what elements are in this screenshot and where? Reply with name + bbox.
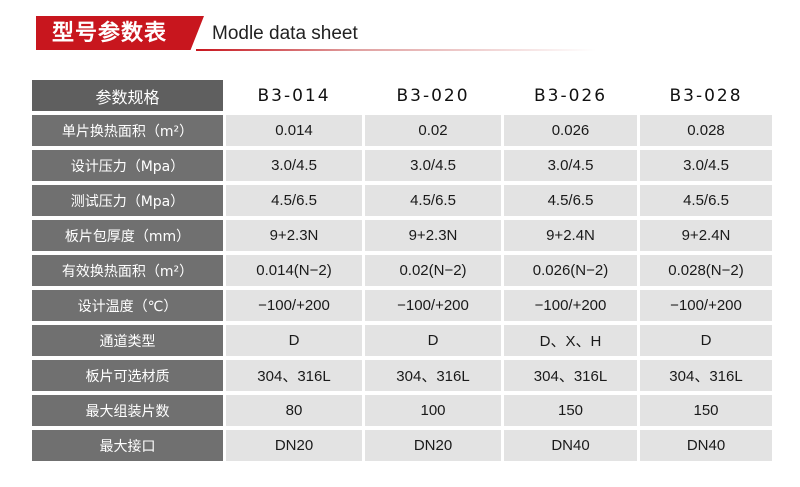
page-title-en: Modle data sheet xyxy=(212,23,358,44)
table-row: 板片可选材质 304、316L 304、316L 304、316L 304、31… xyxy=(32,360,772,391)
table-cell: −100/+200 xyxy=(365,290,501,321)
title-underline xyxy=(196,49,596,51)
table-cell: DN20 xyxy=(365,430,501,461)
table-cell: 0.014 xyxy=(226,115,362,146)
table-cell: 150 xyxy=(640,395,772,426)
table-row: 最大组装片数 80 100 150 150 xyxy=(32,395,772,426)
model-header-b3-020: B3-020 xyxy=(365,80,501,111)
table-cell: 4.5/6.5 xyxy=(640,185,772,216)
page-header: 型号参数表 Modle data sheet xyxy=(0,0,800,60)
table-cell: 3.0/4.5 xyxy=(640,150,772,181)
table-cell: −100/+200 xyxy=(226,290,362,321)
table-cell: 0.02(N−2) xyxy=(365,255,501,286)
table-cell: DN20 xyxy=(226,430,362,461)
row-label: 单片换热面积（m²） xyxy=(32,115,223,146)
table-cell: 3.0/4.5 xyxy=(504,150,637,181)
table-cell: DN40 xyxy=(504,430,637,461)
row-label: 设计压力（Mpa） xyxy=(32,150,223,181)
table-cell: 9+2.3N xyxy=(226,220,362,251)
table-cell: D、X、H xyxy=(504,325,637,356)
table-cell: 0.026(N−2) xyxy=(504,255,637,286)
table-row: 设计压力（Mpa） 3.0/4.5 3.0/4.5 3.0/4.5 3.0/4.… xyxy=(32,150,772,181)
table-cell: 0.02 xyxy=(365,115,501,146)
table-row: 通道类型 D D D、X、H D xyxy=(32,325,772,356)
table-cell: D xyxy=(640,325,772,356)
row-label: 设计温度（℃） xyxy=(32,290,223,321)
table-cell: 0.014(N−2) xyxy=(226,255,362,286)
table-cell: 304、316L xyxy=(504,360,637,391)
table-row: 有效换热面积（m²） 0.014(N−2) 0.02(N−2) 0.026(N−… xyxy=(32,255,772,286)
table-cell: 100 xyxy=(365,395,501,426)
table-cell: D xyxy=(365,325,501,356)
table-cell: 80 xyxy=(226,395,362,426)
spec-table: 参数规格 B3-014 B3-020 B3-026 B3-028 单片换热面积（… xyxy=(29,76,775,465)
table-cell: 304、316L xyxy=(640,360,772,391)
table-cell: 0.028(N−2) xyxy=(640,255,772,286)
row-label: 板片包厚度（mm） xyxy=(32,220,223,251)
row-label: 板片可选材质 xyxy=(32,360,223,391)
row-label: 测试压力（Mpa） xyxy=(32,185,223,216)
table-row: 单片换热面积（m²） 0.014 0.02 0.026 0.028 xyxy=(32,115,772,146)
table-cell: 304、316L xyxy=(365,360,501,391)
table-row: 设计温度（℃） −100/+200 −100/+200 −100/+200 −1… xyxy=(32,290,772,321)
table-cell: −100/+200 xyxy=(640,290,772,321)
table-cell: 9+2.3N xyxy=(365,220,501,251)
table-cell: 150 xyxy=(504,395,637,426)
title-badge xyxy=(36,16,204,50)
table-cell: DN40 xyxy=(640,430,772,461)
table-cell: 4.5/6.5 xyxy=(226,185,362,216)
row-label: 最大接口 xyxy=(32,430,223,461)
header-label-cell: 参数规格 xyxy=(32,80,223,111)
table-row: 测试压力（Mpa） 4.5/6.5 4.5/6.5 4.5/6.5 4.5/6.… xyxy=(32,185,772,216)
table-header-row: 参数规格 B3-014 B3-020 B3-026 B3-028 xyxy=(32,80,772,111)
table-cell: 4.5/6.5 xyxy=(504,185,637,216)
row-label: 通道类型 xyxy=(32,325,223,356)
table-cell: 0.026 xyxy=(504,115,637,146)
model-header-b3-014: B3-014 xyxy=(226,80,362,111)
table-row: 板片包厚度（mm） 9+2.3N 9+2.3N 9+2.4N 9+2.4N xyxy=(32,220,772,251)
table-cell: D xyxy=(226,325,362,356)
table-cell: 0.028 xyxy=(640,115,772,146)
table-cell: 9+2.4N xyxy=(504,220,637,251)
row-label: 有效换热面积（m²） xyxy=(32,255,223,286)
row-label: 最大组装片数 xyxy=(32,395,223,426)
table-cell: −100/+200 xyxy=(504,290,637,321)
model-header-b3-026: B3-026 xyxy=(504,80,637,111)
table-cell: 304、316L xyxy=(226,360,362,391)
table-cell: 9+2.4N xyxy=(640,220,772,251)
table-cell: 4.5/6.5 xyxy=(365,185,501,216)
table-cell: 3.0/4.5 xyxy=(226,150,362,181)
table-row: 最大接口 DN20 DN20 DN40 DN40 xyxy=(32,430,772,461)
page-title-cn: 型号参数表 xyxy=(52,21,168,46)
model-header-b3-028: B3-028 xyxy=(640,80,772,111)
table-cell: 3.0/4.5 xyxy=(365,150,501,181)
